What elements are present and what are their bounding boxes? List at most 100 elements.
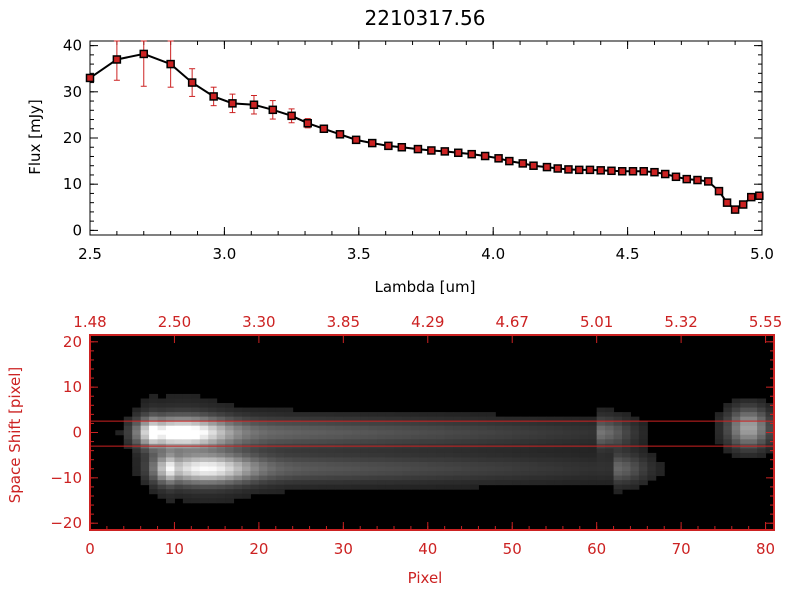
- spectral-image-cell: [605, 457, 615, 463]
- spectral-image-cell: [546, 439, 555, 445]
- spectral-image-cell: [318, 434, 327, 440]
- spectral-image-cell: [140, 457, 150, 463]
- spectral-image-cell: [174, 484, 184, 490]
- spectral-image-cell: [503, 448, 513, 454]
- spectral-image-cell: [292, 466, 302, 472]
- spectral-image-cell: [588, 461, 598, 468]
- spectral-image-cell: [748, 403, 758, 409]
- spectral-image-cell: [191, 448, 201, 454]
- spectral-image-cell: [242, 493, 251, 499]
- spectral-image-cell: [529, 457, 539, 463]
- spectral-image-cell: [368, 439, 378, 445]
- spectral-image-cell: [216, 430, 226, 436]
- spectral-image-cell: [351, 448, 361, 454]
- spectral-image-cell: [208, 489, 218, 495]
- spectral-image-cell: [470, 480, 479, 486]
- spectral-image-cell: [309, 480, 319, 486]
- spectrum-point: [505, 156, 514, 166]
- spectral-image-cell: [520, 421, 530, 427]
- spectral-image-cell: [149, 407, 159, 413]
- spectral-image-cell: [191, 457, 201, 463]
- spectral-image-cell: [748, 448, 758, 454]
- spectral-image-cell: [377, 421, 387, 427]
- spectral-image-cell: [351, 457, 361, 463]
- spectral-image-cell: [284, 434, 294, 440]
- spectral-image-cell: [579, 448, 589, 454]
- spectral-image-cell: [182, 457, 192, 463]
- spectral-image-cell: [554, 430, 564, 436]
- spectral-image-cell: [605, 439, 615, 445]
- spectral-image-cell: [149, 434, 159, 440]
- spectral-image-cell: [588, 475, 598, 481]
- spectral-image-cell: [512, 461, 522, 468]
- spectral-image-cell: [630, 480, 640, 486]
- spectral-image-cell: [368, 434, 378, 440]
- spectral-image-cell: [242, 452, 251, 458]
- spectral-image-cell: [410, 475, 420, 481]
- spectral-image-cell: [166, 489, 175, 495]
- spectral-image-cell: [351, 471, 361, 477]
- spectral-image-cell: [157, 461, 167, 468]
- spectral-image-cell: [596, 471, 606, 477]
- spectral-image-cell: [149, 425, 159, 431]
- spectral-image-cell: [419, 461, 429, 468]
- spectral-image-cell: [225, 407, 235, 413]
- spectral-image-cell: [242, 412, 251, 418]
- spectral-image-cell: [292, 484, 302, 490]
- spectral-image-cell: [596, 407, 606, 413]
- spectral-image-cell: [199, 475, 209, 481]
- spectral-image-cell: [242, 484, 251, 490]
- spectral-image-cell: [436, 448, 446, 454]
- spectral-image-cell: [512, 430, 522, 436]
- spectral-image-cell: [326, 425, 336, 431]
- spectral-image-cell: [166, 484, 175, 490]
- spectral-image-cell: [334, 461, 344, 468]
- spectral-image-cell: [394, 471, 403, 477]
- image-xtick-label: 60: [587, 540, 606, 558]
- spectral-image-cell: [182, 471, 192, 477]
- spectral-image-cell: [486, 439, 496, 445]
- spectral-image-cell: [622, 461, 631, 468]
- spectral-image-cell: [174, 457, 184, 463]
- spectral-image-cell: [410, 480, 420, 486]
- spectral-image-cell: [419, 457, 429, 463]
- spectral-image-cell: [714, 412, 724, 418]
- spectral-image-cell: [166, 425, 175, 431]
- spectral-image-cell: [140, 398, 150, 404]
- spectral-image-cell: [242, 439, 251, 445]
- spectral-image-cell: [351, 452, 361, 458]
- spectral-image-cell: [503, 461, 513, 468]
- spectral-image-cell: [714, 439, 724, 445]
- spectral-image-cell: [453, 457, 463, 463]
- spectral-image-cell: [368, 430, 378, 436]
- spectral-image-cell: [486, 480, 496, 486]
- spectral-image-cell: [470, 430, 479, 436]
- spectrum-ylabel: Flux [mJy]: [26, 99, 44, 175]
- spectral-image-cell: [368, 425, 378, 431]
- spectral-image-cell: [326, 484, 336, 490]
- spectral-image-cell: [326, 457, 336, 463]
- spectral-image-cell: [478, 457, 488, 463]
- spectral-image-cell: [140, 403, 150, 409]
- spectral-image-cell: [402, 475, 412, 481]
- spectral-image-cell: [343, 448, 353, 454]
- spectral-image-cell: [571, 452, 581, 458]
- spectral-image-cell: [410, 471, 420, 477]
- spectral-image-cell: [191, 425, 201, 431]
- spectral-image-cell: [537, 471, 547, 477]
- spectral-image-cell: [140, 412, 150, 418]
- spectral-image-cell: [453, 448, 463, 454]
- spectral-image-cell: [216, 480, 226, 486]
- spectral-image-cell: [765, 425, 775, 431]
- spectral-image-cell: [360, 439, 370, 445]
- spectral-image-cell: [267, 457, 277, 463]
- spectral-image-cell: [562, 461, 572, 468]
- image-xtick-label: 70: [672, 540, 691, 558]
- spectral-image-cell: [149, 448, 159, 454]
- spectral-image-cell: [216, 439, 226, 445]
- spectral-image-cell: [258, 475, 268, 481]
- spectral-image-cell: [444, 434, 454, 440]
- spectral-image-cell: [461, 466, 471, 472]
- spectral-image-cell: [436, 480, 446, 486]
- spectral-image-cell: [512, 425, 522, 431]
